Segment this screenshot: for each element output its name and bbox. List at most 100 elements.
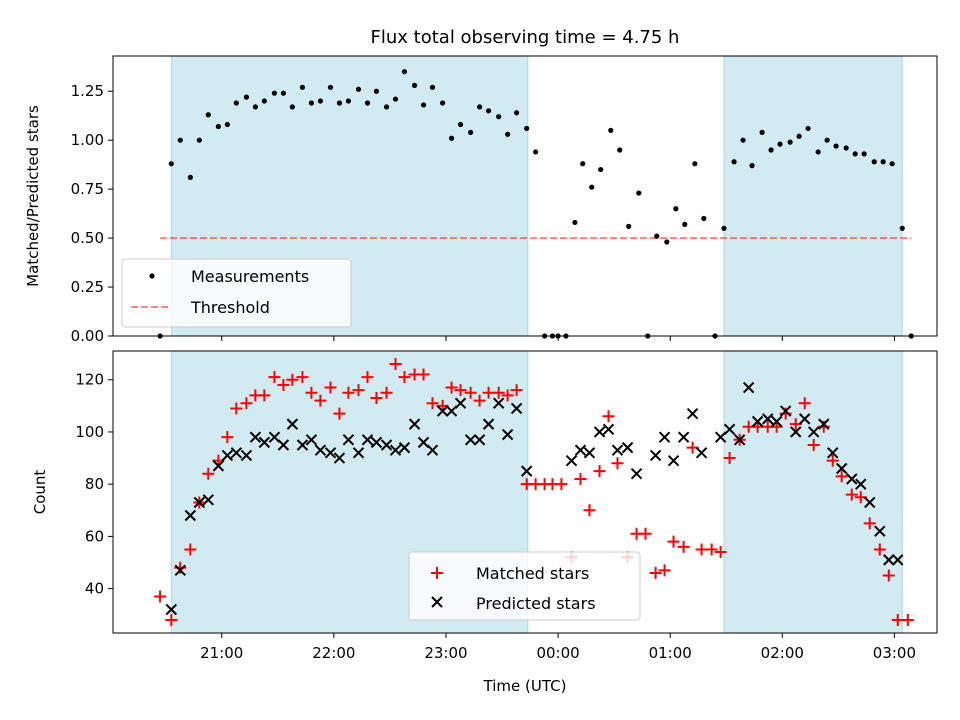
predicted-point-32 (464, 434, 477, 446)
top-legend-box (121, 258, 352, 328)
bottom-legend-box (408, 551, 641, 621)
measurement-point-47 (589, 184, 595, 190)
bottom-y-tick-label-0: 40 (85, 580, 104, 598)
measurement-point-56 (673, 206, 679, 212)
matched-point-57 (686, 441, 699, 454)
top-y-axis-label: Matched/Predicted stars (24, 105, 42, 287)
predicted-point-52 (695, 447, 708, 459)
predicted-point-24 (389, 444, 402, 456)
predicted-point-37 (510, 402, 523, 415)
predicted-point-8 (240, 449, 253, 462)
measurement-point-10 (252, 104, 258, 110)
predicted-point-25 (398, 441, 411, 454)
predicted-point-43 (602, 423, 615, 436)
predicted-point-57 (751, 415, 764, 428)
bottom-y-tick-label-1: 60 (85, 527, 104, 545)
matched-point-16 (305, 386, 318, 399)
bottom-y-tick-label-2: 80 (85, 475, 104, 493)
matched-point-47 (593, 465, 606, 478)
predicted-point-70 (874, 525, 886, 537)
bottom-shaded-region-0 (170, 350, 529, 634)
predicted-point-68 (855, 478, 867, 490)
top-y-tick-label-0: 0.00 (71, 327, 104, 345)
bottom-y-axis-label: Count (31, 470, 49, 515)
measurement-point-2 (177, 137, 183, 143)
matched-point-69 (798, 397, 811, 410)
matched-point-78 (882, 569, 895, 582)
matched-point-43 (555, 478, 568, 491)
matched-point-11 (258, 389, 271, 402)
matched-point-75 (854, 491, 867, 504)
matched-point-24 (380, 386, 393, 399)
x-axis-label: Time (UTC) (483, 677, 567, 695)
x-tick-label-4: 01:00 (649, 644, 692, 662)
predicted-point-33 (473, 434, 486, 446)
measurement-point-77 (871, 159, 877, 165)
predicted-point-53 (714, 431, 727, 443)
measurement-point-22 (364, 100, 371, 106)
predicted-point-21 (361, 434, 374, 446)
bottom-y-ticks: 40 60 80 100 120 (75, 371, 113, 598)
predicted-point-15 (305, 434, 318, 446)
predicted-point-66 (835, 462, 848, 475)
matched-point-22 (361, 371, 374, 384)
predicted-point-55 (733, 434, 746, 446)
predicted-point-40 (574, 444, 587, 456)
predicted-point-60 (779, 405, 792, 417)
matched-point-26 (398, 371, 411, 384)
measurement-point-32 (457, 121, 464, 128)
predicted-point-26 (408, 418, 421, 430)
top-axes-frame (112, 55, 938, 337)
matched-point-76 (863, 517, 876, 530)
measurement-point-52 (636, 190, 642, 196)
measurement-point-51 (626, 223, 632, 229)
measurement-point-62 (731, 159, 737, 165)
bottom-predicted-points (165, 381, 904, 616)
predicted-point-4 (202, 494, 215, 506)
matched-point-25 (389, 358, 402, 371)
matched-point-34 (473, 394, 486, 407)
predicted-point-31 (454, 397, 467, 409)
measurement-point-11 (261, 98, 267, 104)
bottom-y-tick-label-4: 120 (75, 371, 104, 389)
legend-threshold-label: Threshold (190, 298, 270, 317)
predicted-point-61 (790, 426, 802, 438)
measurement-point-24 (383, 104, 390, 110)
measurement-point-12 (271, 90, 278, 96)
legend-matched-marker (431, 567, 443, 579)
predicted-point-29 (436, 405, 449, 417)
predicted-point-11 (268, 431, 281, 443)
measurement-point-1 (168, 161, 174, 167)
matched-point-32 (454, 384, 467, 397)
measurement-point-40 (533, 149, 539, 155)
predicted-point-67 (846, 473, 858, 485)
measurement-point-23 (373, 88, 380, 94)
measurement-point-66 (768, 147, 774, 153)
predicted-point-72 (892, 554, 904, 566)
legend-predicted-label: Predicted stars (476, 594, 596, 613)
measurement-point-48 (598, 166, 604, 173)
matched-point-7 (221, 431, 234, 444)
matched-point-54 (658, 564, 671, 577)
predicted-point-41 (583, 447, 596, 459)
measurement-point-75 (852, 151, 858, 157)
x-tick-label-0: 21:00 (200, 644, 243, 662)
matched-point-68 (789, 418, 802, 431)
matched-point-17 (314, 394, 327, 407)
matched-point-5 (202, 467, 215, 480)
predicted-point-17 (324, 447, 337, 459)
predicted-point-2 (184, 509, 197, 522)
bottom-legend: Matched stars Predicted stars (408, 551, 641, 621)
bottom-shaded-regions (170, 350, 903, 634)
measurement-point-80 (899, 225, 905, 231)
matched-point-53 (649, 566, 662, 579)
predicted-point-47 (649, 449, 662, 462)
legend-measurements-label: Measurements (191, 267, 309, 286)
x-tick-label-5: 02:00 (761, 644, 804, 662)
top-shaded-region-1 (723, 55, 903, 337)
predicted-point-71 (883, 554, 895, 566)
measurement-point-74 (843, 145, 849, 151)
measurement-point-30 (440, 100, 446, 106)
measurement-point-61 (721, 225, 727, 231)
